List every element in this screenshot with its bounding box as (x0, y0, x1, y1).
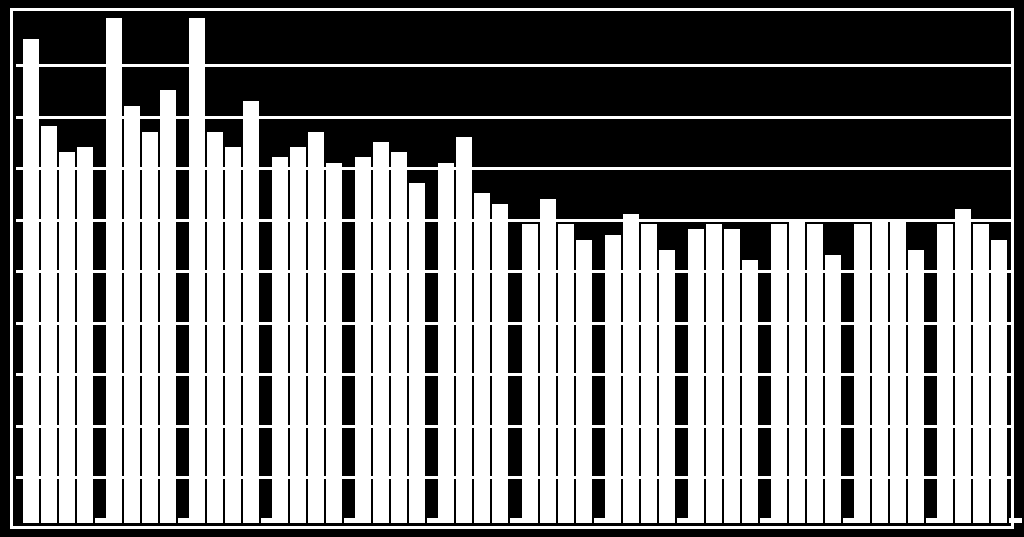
bar (474, 193, 490, 523)
bar (522, 224, 538, 523)
bar (623, 214, 639, 523)
bar (854, 224, 870, 523)
bar (789, 219, 805, 523)
bar (272, 157, 288, 523)
bar (825, 255, 841, 523)
bar (973, 224, 989, 523)
bar (355, 157, 371, 523)
bar (23, 39, 39, 523)
bar (106, 18, 122, 523)
bar (243, 101, 259, 523)
bar (409, 183, 425, 523)
bar (492, 204, 508, 523)
bar (308, 132, 324, 523)
bar (41, 126, 57, 523)
bar (142, 132, 158, 523)
bar (391, 152, 407, 523)
bar (706, 224, 722, 523)
bar (189, 18, 205, 523)
bar (955, 209, 971, 523)
bar (290, 147, 306, 523)
bar (59, 152, 75, 523)
bar (326, 163, 342, 524)
bar (438, 163, 454, 524)
bar-chart (0, 0, 1024, 537)
bar (688, 229, 704, 523)
bar (558, 224, 574, 523)
bar (540, 199, 556, 523)
bar (160, 90, 176, 523)
bar (373, 142, 389, 523)
bar (908, 250, 924, 523)
group-tick (1009, 518, 1022, 523)
bar (872, 219, 888, 523)
bar (124, 106, 140, 523)
bar (225, 147, 241, 523)
bar (659, 250, 675, 523)
bar (724, 229, 740, 523)
bar (742, 260, 758, 523)
bar (771, 224, 787, 523)
bar (991, 240, 1007, 523)
bar (937, 224, 953, 523)
bar (605, 235, 621, 523)
bar (890, 219, 906, 523)
bar (641, 224, 657, 523)
bar (207, 132, 223, 523)
bar (807, 224, 823, 523)
gridline (16, 64, 1014, 67)
bar (576, 240, 592, 523)
bar (77, 147, 93, 523)
plot-area (10, 8, 1014, 529)
bar (456, 137, 472, 523)
